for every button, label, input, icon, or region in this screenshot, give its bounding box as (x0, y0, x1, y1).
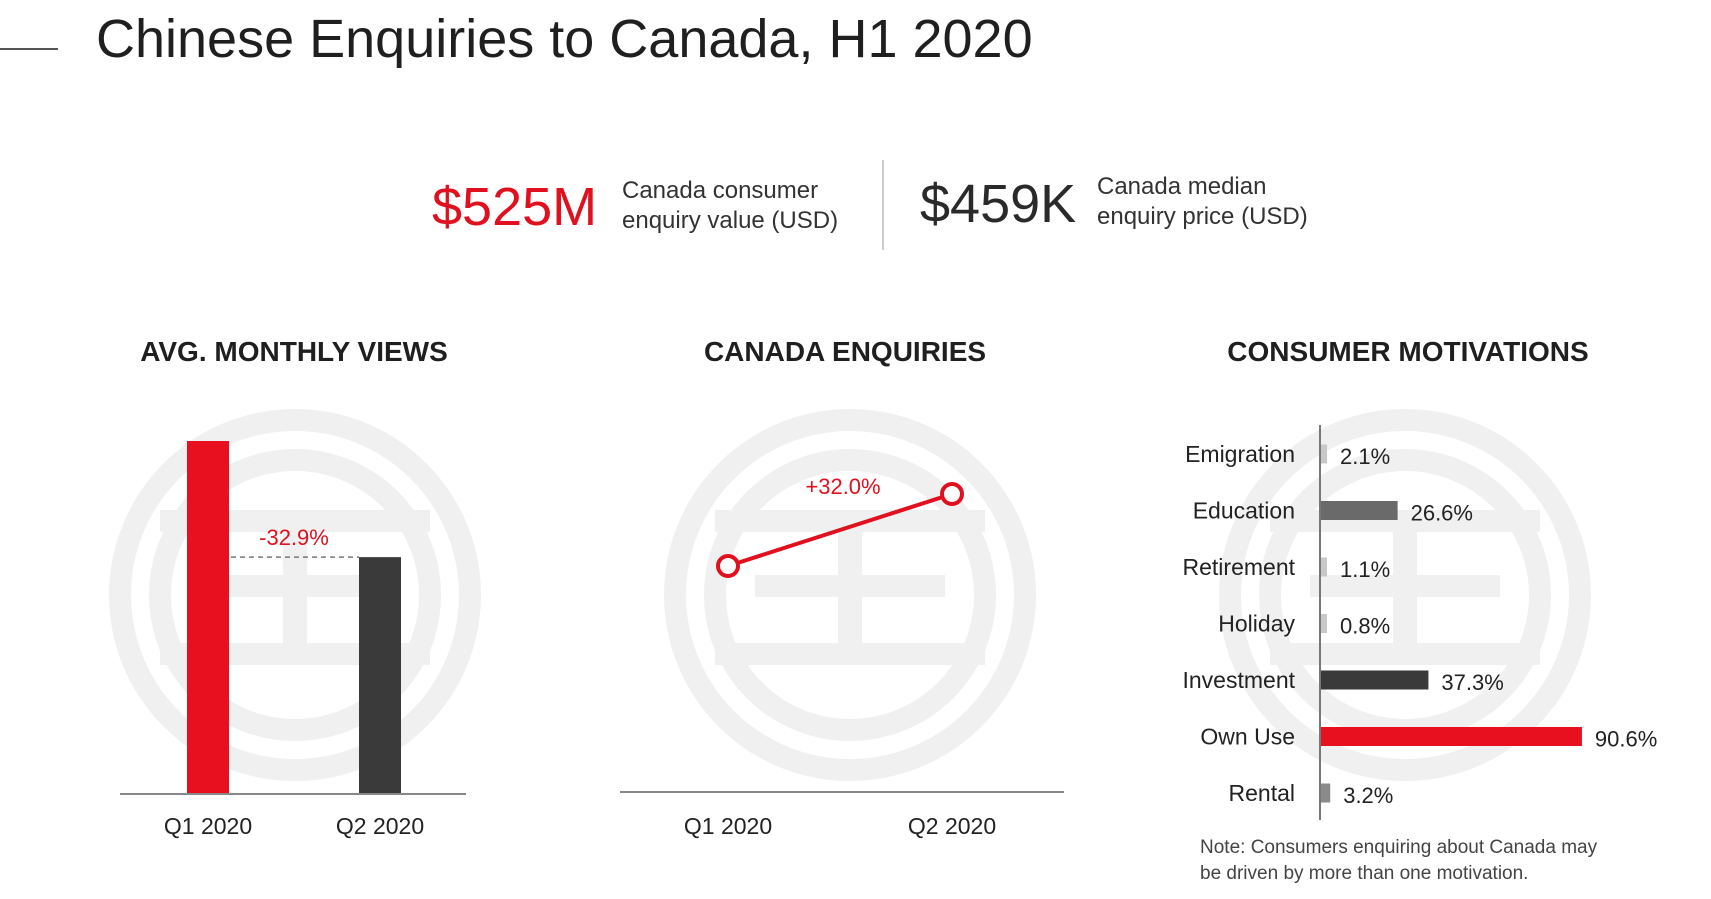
bar-own-use (1321, 727, 1582, 746)
chart-consumer-motivations: Emigration 2.1% Education 26.6% Retirement 1.… (1183, 425, 1657, 820)
footnote: Note: Consumers enquiring about Canada m… (1200, 837, 1598, 884)
page-title: Chinese Enquiries to Canada, H1 2020 (96, 9, 1033, 69)
watermark-logo-icon (675, 420, 1025, 770)
data-label: 2.1% (1340, 444, 1390, 469)
x-tick-label: Q2 2020 (336, 813, 424, 839)
bar-retirement (1321, 557, 1327, 577)
kpi-value-enquiry-value: $525M (432, 177, 598, 237)
bar-investment (1321, 670, 1429, 690)
data-label: 3.2% (1343, 783, 1393, 808)
chart-title-monthly-views: AVG. MONTHLY VIEWS (140, 336, 448, 367)
change-annotation: +32.0% (805, 474, 880, 499)
category-label: Retirement (1183, 554, 1296, 580)
category-label: Holiday (1218, 611, 1295, 637)
kpi-value-median-price: $459K (920, 174, 1077, 234)
chart-title-consumer-motivations: CONSUMER MOTIVATIONS (1227, 336, 1589, 367)
data-label: 26.6% (1411, 501, 1473, 526)
series-line (727, 492, 953, 568)
kpi-label-enquiry-value: Canada consumer enquiry value (USD) (622, 177, 839, 234)
bar-holiday (1321, 614, 1327, 633)
category-label: Education (1193, 498, 1295, 524)
chart-canada-enquiries: Q1 2020 Q2 2020 +32.0% (620, 474, 1064, 839)
category-label: Investment (1183, 667, 1296, 693)
title-rule (0, 48, 58, 50)
category-label: Emigration (1185, 441, 1295, 467)
bar-emigration (1321, 444, 1328, 464)
watermark-logo-icon (120, 420, 470, 770)
category-label: Own Use (1200, 724, 1295, 750)
x-tick-label: Q1 2020 (164, 813, 252, 839)
category-label: Rental (1229, 780, 1295, 806)
chart-monthly-views: Q1 2020 Q2 2020 -32.9% (120, 441, 466, 839)
data-label: 1.1% (1340, 557, 1390, 582)
watermark-logo-icon (1230, 420, 1580, 770)
change-annotation: -32.9% (259, 525, 329, 550)
bar-q2-2020 (359, 557, 401, 794)
bar-rental (1321, 783, 1331, 803)
data-point (940, 482, 964, 506)
data-point (716, 554, 740, 578)
data-label: 37.3% (1441, 670, 1503, 695)
chart-title-canada-enquiries: CANADA ENQUIRIES (703, 336, 987, 367)
bar-education (1321, 501, 1398, 520)
bar-q1-2020 (187, 441, 229, 794)
kpi-label-median-price: Canada median enquiry price (USD) (1097, 173, 1308, 230)
x-tick-label: Q2 2020 (908, 813, 996, 839)
kpi-divider (882, 160, 884, 250)
x-tick-label: Q1 2020 (684, 813, 772, 839)
data-label: 90.6% (1595, 727, 1657, 752)
data-label: 0.8% (1340, 614, 1390, 639)
